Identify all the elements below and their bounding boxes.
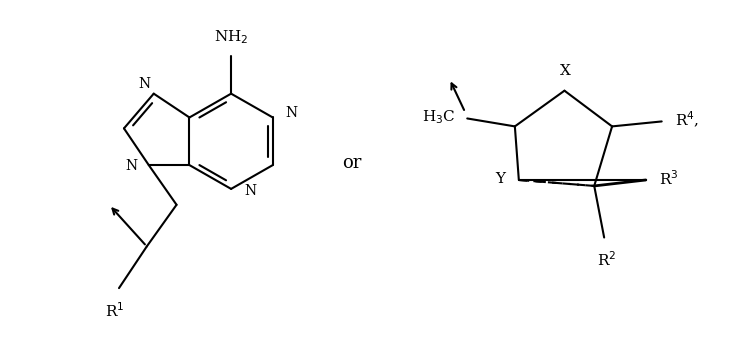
- Text: R$^2$: R$^2$: [597, 250, 617, 269]
- Text: R$^4$,: R$^4$,: [675, 110, 699, 131]
- Text: R$^3$: R$^3$: [659, 170, 678, 189]
- Text: NH$_2$: NH$_2$: [214, 28, 248, 46]
- Text: or: or: [343, 154, 362, 172]
- Text: N: N: [244, 184, 256, 198]
- Text: N: N: [126, 159, 138, 173]
- Text: R$^1$: R$^1$: [106, 301, 125, 320]
- Text: X: X: [560, 64, 571, 78]
- Text: H$_3$C: H$_3$C: [422, 109, 455, 126]
- Text: N: N: [285, 107, 298, 120]
- Text: N: N: [139, 77, 151, 91]
- Text: Y: Y: [495, 172, 505, 186]
